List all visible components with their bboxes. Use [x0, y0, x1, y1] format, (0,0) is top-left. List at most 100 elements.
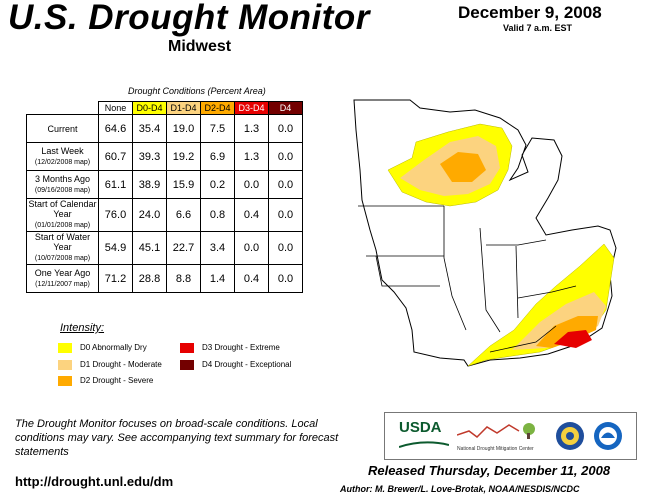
cell-value: 7.5 — [200, 114, 235, 143]
state-border — [479, 227, 501, 333]
state-borders — [358, 205, 577, 353]
row-label: Current — [26, 114, 99, 143]
table-row: Current 64.6 35.4 19.0 7.5 1.3 0.0 — [26, 114, 303, 143]
cell-value: 38.9 — [132, 170, 167, 199]
legend-label: D4 Drought - Exceptional — [202, 360, 292, 370]
row-label: Start of Water Year (10/07/2008 map) — [26, 231, 99, 265]
col-d1-d4: D1-D4 — [166, 101, 201, 115]
legend-item-d4: D4 Drought - Exceptional — [180, 360, 291, 370]
row-label-date: (01/01/2008 map) — [34, 222, 91, 229]
cell-value: 76.0 — [98, 198, 133, 232]
cell-value: 22.7 — [166, 231, 201, 265]
state-border — [375, 255, 440, 287]
page-title: U.S. Drought Monitor — [8, 0, 370, 37]
col-d4: D4 — [268, 101, 303, 115]
col-d0-d4: D0-D4 — [132, 101, 167, 115]
state-border — [443, 206, 467, 331]
cell-value: 8.8 — [166, 264, 201, 293]
usda-logo: USDA — [398, 419, 450, 451]
table-row: One Year Ago (12/11/2007 map) 71.2 28.8 8… — [26, 264, 303, 293]
legend-swatch-d2 — [58, 376, 72, 386]
legend-swatch-d3 — [180, 343, 194, 353]
cell-value: 6.9 — [200, 142, 235, 171]
cell-value: 0.0 — [268, 170, 303, 199]
cell-value: 54.9 — [98, 231, 133, 265]
cell-value: 0.0 — [268, 114, 303, 143]
cell-value: 1.3 — [234, 142, 269, 171]
row-label-date: (09/16/2008 map) — [34, 186, 91, 194]
release-date: Released Thursday, December 11, 2008 — [368, 463, 611, 478]
row-label-text: Last Week — [41, 145, 84, 156]
usda-swoosh-icon — [398, 441, 450, 448]
cell-value: 19.2 — [166, 142, 201, 171]
row-label: One Year Ago (12/11/2007 map) — [26, 264, 99, 293]
ndmc-logo-text: National Drought Mitigation Center — [457, 446, 534, 452]
row-label-text: Start of Calendar Year — [28, 199, 97, 219]
col-d2-d4: D2-D4 — [200, 101, 235, 115]
drought-conditions-table: None D0-D4 D1-D4 D2-D4 D3-D4 D4 Current … — [26, 101, 303, 293]
legend-label: D1 Drought - Moderate — [80, 360, 162, 370]
drought-d3-south — [554, 330, 592, 348]
cell-value: 0.0 — [268, 198, 303, 232]
row-label-text: Start of Water Year — [34, 232, 91, 252]
cell-value: 0.0 — [234, 231, 269, 265]
cell-value: 0.0 — [234, 170, 269, 199]
ndmc-logo: National Drought Mitigation Center — [456, 421, 547, 457]
header-blank-cell — [27, 102, 99, 115]
table-row: Last Week (12/02/2008 map) 60.7 39.3 19.2… — [26, 142, 303, 171]
cell-value: 0.4 — [234, 198, 269, 232]
table-row: 3 Months Ago (09/16/2008 map) 61.1 38.9 1… — [26, 170, 303, 199]
state-border — [515, 245, 519, 319]
row-label-text: 3 Months Ago — [34, 173, 91, 184]
cell-value: 3.4 — [200, 231, 235, 265]
cell-value: 0.2 — [200, 170, 235, 199]
legend-label: D3 Drought - Extreme — [202, 343, 280, 353]
cell-value: 61.1 — [98, 170, 133, 199]
table-caption: Drought Conditions (Percent Area) — [128, 86, 266, 96]
doc-seal-icon — [556, 422, 584, 450]
row-label-date: (12/11/2007 map) — [35, 280, 90, 288]
cell-value: 71.2 — [98, 264, 133, 293]
valid-time: Valid 7 a.m. EST — [503, 23, 573, 33]
cell-value: 0.0 — [268, 231, 303, 265]
row-label: Last Week (12/02/2008 map) — [26, 142, 99, 171]
legend-swatch-d4 — [180, 360, 194, 370]
table-header-row: None D0-D4 D1-D4 D2-D4 D3-D4 D4 — [27, 101, 303, 115]
col-none: None — [98, 101, 133, 115]
cell-value: 45.1 — [132, 231, 167, 265]
legend-item-d0: D0 Abnormally Dry — [58, 343, 147, 353]
ndmc-graph-icon — [456, 423, 535, 439]
legend-swatch-d0 — [58, 343, 72, 353]
cell-value: 28.8 — [132, 264, 167, 293]
cell-value: 0.0 — [268, 142, 303, 171]
map-date: December 9, 2008 — [458, 3, 602, 22]
cell-value: 1.3 — [234, 114, 269, 143]
row-label: Start of Calendar Year (01/01/2008 map) — [26, 198, 99, 232]
drought-monitor-link[interactable]: http://drought.unl.edu/dm — [15, 474, 174, 489]
cell-value: 35.4 — [132, 114, 167, 143]
row-label-text: One Year Ago — [34, 267, 91, 278]
cell-value: 15.9 — [166, 170, 201, 199]
cell-value: 64.6 — [98, 114, 133, 143]
col-d3-d4: D3-D4 — [234, 101, 269, 115]
legend-label: D2 Drought - Severe — [80, 376, 154, 386]
cell-value: 6.6 — [166, 198, 201, 232]
cell-value: 60.7 — [98, 142, 133, 171]
row-label-date: (10/07/2008 map) — [34, 255, 91, 262]
author-credit: Author: M. Brewer/L. Love-Brotak, NOAA/N… — [340, 484, 580, 494]
state-border — [486, 239, 547, 246]
row-label: 3 Months Ago (09/16/2008 map) — [26, 170, 99, 199]
table-row: Start of Water Year (10/07/2008 map) 54.9… — [26, 231, 303, 265]
drought-d2-north — [440, 152, 486, 182]
region-subtitle: Midwest — [168, 38, 232, 55]
disclaimer-note: The Drought Monitor focuses on broad-sca… — [15, 418, 339, 458]
drought-d1-south — [512, 292, 606, 350]
legend-item-d1: D1 Drought - Moderate — [58, 360, 162, 370]
midwest-drought-map — [353, 99, 617, 367]
drought-d2-south — [536, 316, 598, 348]
cell-value: 1.4 — [200, 264, 235, 293]
agency-logos-panel: USDA National Drought Mitigation Center — [384, 412, 637, 460]
legend-title: Intensity: — [60, 322, 105, 334]
legend-item-d3: D3 Drought - Extreme — [180, 343, 280, 353]
cell-value: 39.3 — [132, 142, 167, 171]
